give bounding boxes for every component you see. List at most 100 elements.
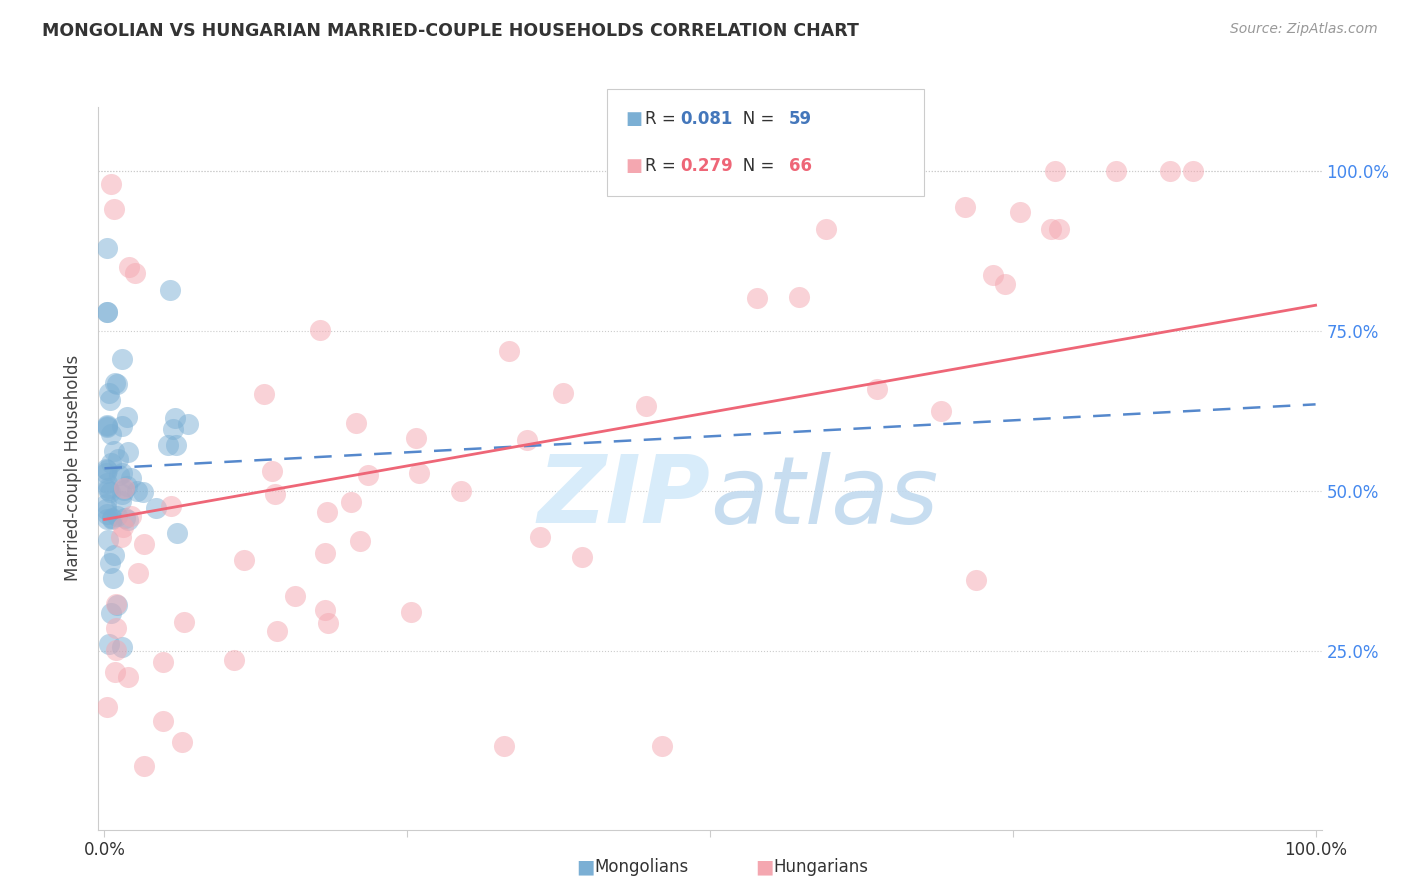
Point	[96, 507, 118, 521]
Point	[262, 464, 284, 478]
Point	[115, 410, 138, 425]
Point	[170, 734, 193, 748]
Point	[115, 479, 138, 493]
Point	[96, 420, 118, 434]
Point	[103, 571, 125, 585]
Point	[314, 603, 336, 617]
Point	[929, 404, 952, 418]
Point	[571, 549, 593, 564]
Text: R =: R =	[645, 157, 682, 175]
Text: Hungarians: Hungarians	[773, 858, 869, 876]
Point	[166, 526, 188, 541]
Point	[498, 343, 520, 358]
Point	[96, 241, 118, 255]
Point	[114, 511, 136, 525]
Point	[120, 508, 142, 523]
Point	[103, 549, 125, 563]
Text: 0.279: 0.279	[681, 157, 734, 175]
Point	[494, 739, 516, 754]
Point	[134, 537, 156, 551]
Point	[105, 377, 128, 392]
Point	[222, 653, 245, 667]
Point	[983, 268, 1005, 282]
Point	[111, 520, 134, 534]
Point	[966, 573, 988, 587]
Point	[117, 445, 139, 459]
Point	[651, 739, 673, 754]
Point	[120, 471, 142, 485]
Text: Source: ZipAtlas.com: Source: ZipAtlas.com	[1230, 22, 1378, 37]
Point	[96, 417, 118, 432]
Point	[94, 497, 117, 511]
Text: ■: ■	[626, 111, 643, 128]
Point	[745, 292, 768, 306]
Point	[314, 546, 336, 560]
Point	[866, 382, 889, 396]
Point	[308, 323, 330, 337]
Point	[165, 438, 187, 452]
Point	[173, 615, 195, 629]
Point	[104, 597, 127, 611]
Point	[1010, 204, 1032, 219]
Point	[98, 637, 121, 651]
Point	[152, 714, 174, 729]
Point	[787, 290, 810, 304]
Point	[117, 671, 139, 685]
Point	[105, 509, 128, 524]
Point	[266, 624, 288, 639]
Point	[96, 304, 118, 318]
Point	[94, 502, 117, 516]
Point	[98, 557, 121, 571]
Point	[131, 485, 153, 500]
Point	[100, 511, 122, 525]
Point	[233, 553, 256, 567]
Point	[553, 386, 575, 401]
Point	[160, 500, 183, 514]
Point	[159, 283, 181, 297]
Point	[107, 451, 129, 466]
Point	[94, 462, 117, 476]
Point	[104, 665, 127, 680]
Point	[108, 467, 131, 482]
Point	[953, 200, 976, 214]
Point	[156, 438, 179, 452]
Point	[1159, 164, 1181, 178]
Point	[104, 376, 127, 391]
Point	[529, 530, 551, 544]
Text: atlas: atlas	[710, 451, 938, 542]
Point	[1039, 221, 1062, 235]
Point	[98, 393, 121, 408]
Point	[124, 266, 146, 280]
Point	[263, 487, 285, 501]
Point	[163, 411, 186, 425]
Text: 59: 59	[789, 111, 811, 128]
Point	[111, 419, 134, 434]
Point	[110, 494, 132, 508]
Point	[1047, 222, 1070, 236]
Point	[284, 589, 307, 603]
Point	[97, 481, 120, 495]
Text: Mongolians: Mongolians	[595, 858, 689, 876]
Text: N =: N =	[727, 157, 779, 175]
Point	[111, 467, 134, 481]
Point	[316, 615, 339, 630]
Point	[344, 416, 367, 430]
Text: ZIP: ZIP	[537, 451, 710, 543]
Point	[100, 512, 122, 526]
Point	[111, 351, 134, 366]
Point	[100, 607, 122, 621]
Point	[1105, 164, 1128, 178]
Point	[96, 512, 118, 526]
Point	[96, 304, 118, 318]
Point	[134, 758, 156, 772]
Text: ■: ■	[755, 857, 773, 877]
Text: R =: R =	[645, 111, 682, 128]
Point	[111, 487, 134, 501]
Point	[96, 700, 118, 714]
Point	[117, 513, 139, 527]
Point	[145, 500, 167, 515]
Point	[253, 386, 276, 401]
Point	[408, 466, 430, 480]
Point	[103, 444, 125, 458]
Point	[97, 533, 120, 547]
